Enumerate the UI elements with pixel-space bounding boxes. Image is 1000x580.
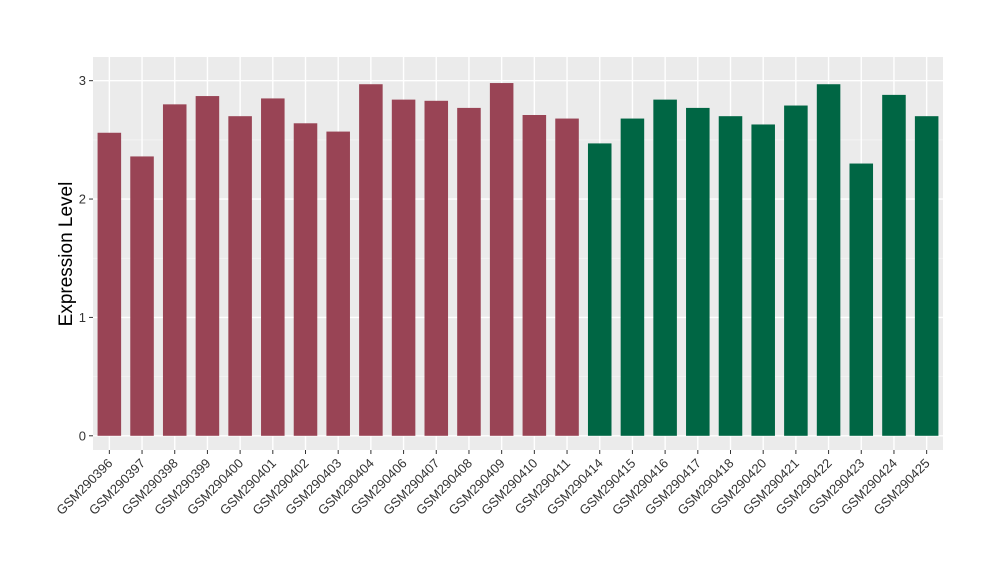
bar-GSM290411 — [555, 118, 579, 436]
bar-GSM290397 — [130, 156, 154, 436]
bar-GSM290401 — [261, 98, 285, 436]
bar-GSM290409 — [489, 83, 514, 436]
bar-GSM290408 — [457, 107, 481, 436]
y-tick-label: 1 — [79, 310, 86, 325]
bar-GSM290410 — [522, 115, 547, 436]
bars — [97, 83, 939, 436]
y-tick-label: 3 — [79, 73, 86, 88]
bar-GSM290424 — [882, 94, 906, 436]
bar-GSM290402 — [293, 123, 318, 436]
bar-GSM290403 — [326, 131, 350, 436]
bar-GSM290416 — [653, 99, 677, 436]
bar-GSM290414 — [587, 143, 612, 436]
x-axis-ticks: GSM290396GSM290397GSM290398GSM290399GSM2… — [53, 450, 933, 518]
bar-GSM290422 — [816, 84, 841, 436]
bar-GSM290404 — [359, 84, 383, 436]
bar-GSM290398 — [162, 104, 187, 436]
y-axis-ticks: 0 1 2 3 — [79, 73, 93, 443]
y-axis-title: Expression Level — [56, 182, 77, 327]
bar-GSM290406 — [391, 99, 416, 436]
bar-GSM290396 — [97, 132, 122, 436]
bar-GSM290415 — [620, 118, 645, 436]
y-tick-label: 0 — [79, 428, 86, 443]
bar-GSM290425 — [914, 116, 939, 436]
bar-GSM290418 — [718, 116, 743, 436]
bar-GSM290400 — [228, 116, 252, 436]
bar-GSM290407 — [424, 100, 449, 436]
bar-GSM290423 — [849, 163, 874, 436]
bar-GSM290420 — [751, 124, 775, 436]
bar-GSM290421 — [784, 105, 808, 436]
y-tick-label: 2 — [79, 192, 86, 207]
bar-GSM290417 — [686, 107, 710, 436]
plot-panel — [93, 57, 943, 450]
bar-GSM290399 — [195, 96, 220, 436]
